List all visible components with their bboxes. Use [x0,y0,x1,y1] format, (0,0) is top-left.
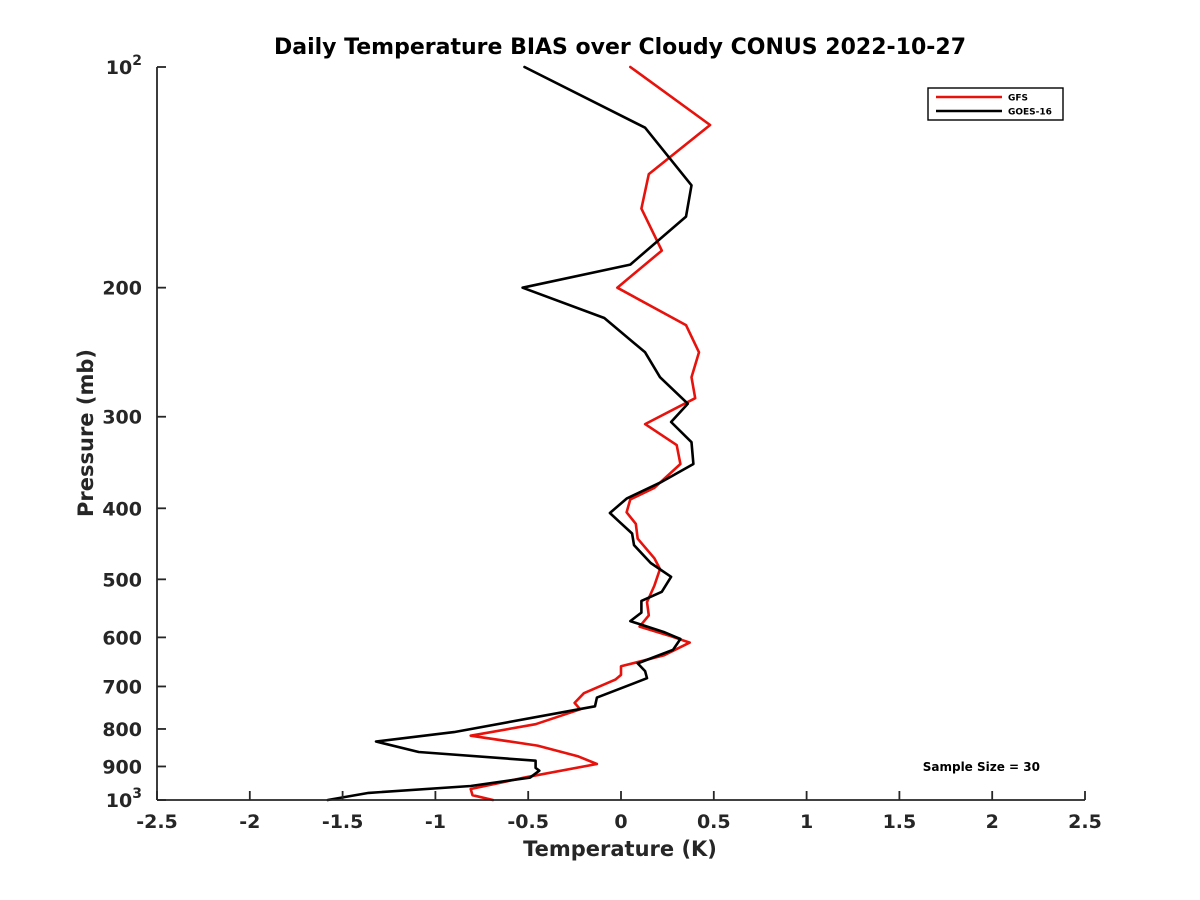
y-tick-label: 900 [102,756,142,778]
y-tick-label: 500 [102,569,142,591]
y-tick-label: 102 [106,53,142,79]
y-tick-label: 400 [102,498,142,520]
y-tick-label: 200 [102,278,142,300]
x-tick-label: 1 [800,811,813,833]
y-tick-label: 103 [106,786,142,812]
legend-label-gfs: GFS [1008,94,1028,104]
y-tick-label: 700 [102,676,142,698]
plot-lines [326,65,712,802]
x-tick-label: -1.5 [322,811,364,833]
x-tick-label: 0 [614,811,627,833]
series-line-gfs [469,65,712,802]
x-tick-label: 0.5 [697,811,731,833]
x-axis-label: Temperature (K) [523,837,717,861]
x-tick-label: -2.5 [136,811,178,833]
x-axis-ticks: -2.5 -2 -1.5 -1 -0.5 0 0.5 1 1.5 2 2.5 [136,791,1102,833]
x-tick-label: -0.5 [507,811,549,833]
sample-size-annotation: Sample Size = 30 [923,760,1040,774]
legend-label-goes-16: GOES-16 [1008,108,1052,118]
y-tick-label: 600 [102,627,142,649]
x-tick-label: 2 [986,811,999,833]
y-axis-ticks: 102 200 300 400 500 600 700 800 900 103 [102,53,166,812]
x-tick-label: 2.5 [1068,811,1102,833]
y-tick-label: 300 [102,407,142,429]
x-tick-label: 1.5 [883,811,917,833]
legend: GFS GOES-16 [927,87,1064,121]
y-tick-label: 800 [102,719,142,741]
x-tick-label: -1 [425,811,446,833]
chart-title: Daily Temperature BIAS over Cloudy CONUS… [274,35,966,60]
x-tick-label: -2 [239,811,260,833]
series-line-goes-16 [326,65,695,802]
y-axis-label: Pressure (mb) [74,349,98,517]
legend-box [927,87,1064,121]
